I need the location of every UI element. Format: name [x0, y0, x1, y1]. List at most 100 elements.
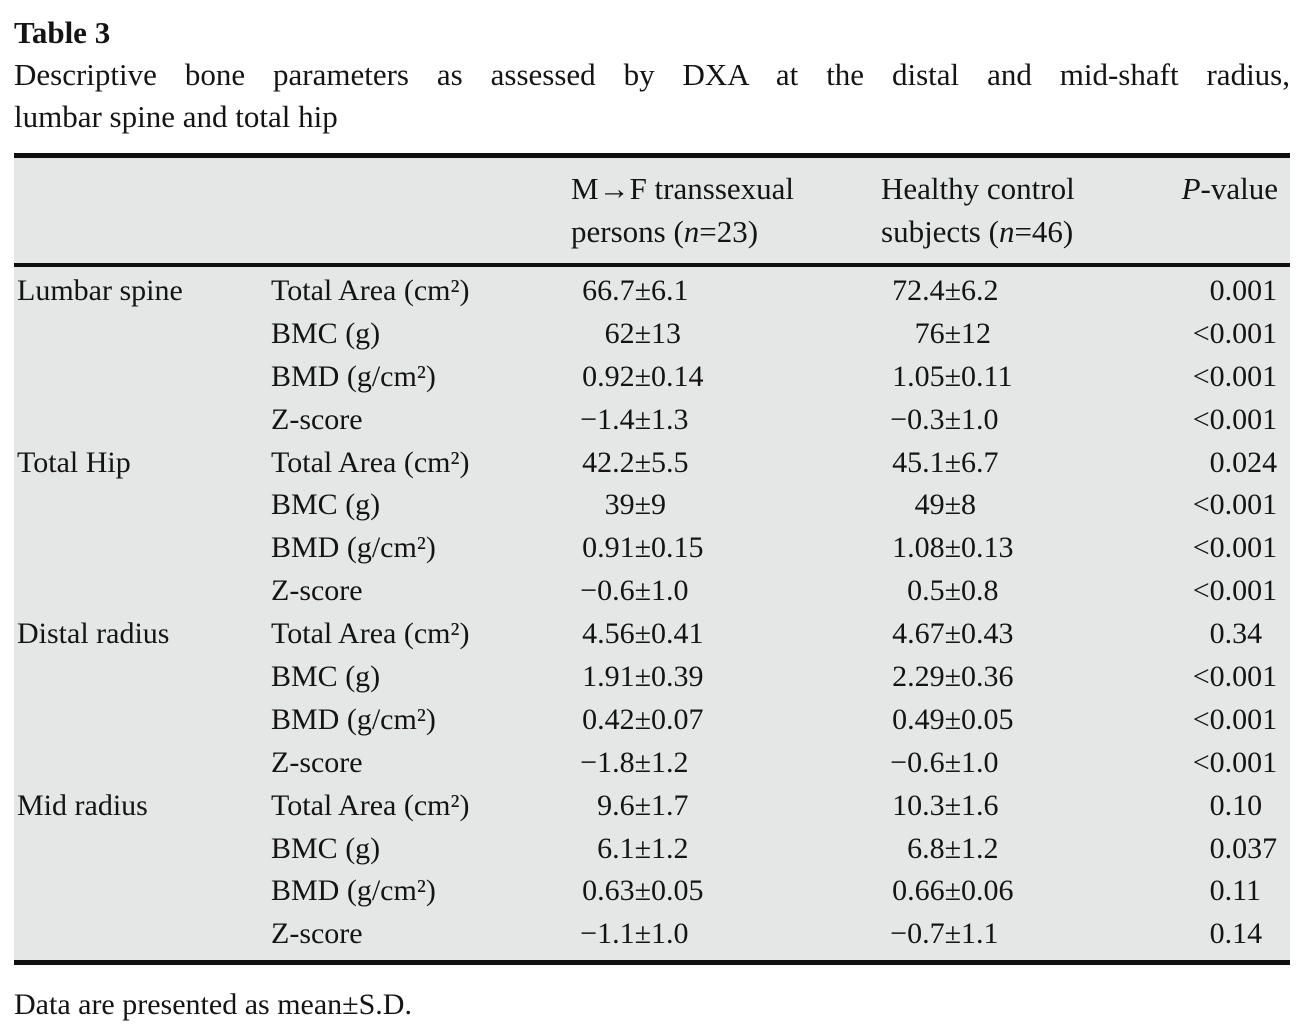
value-mean: 72.4	[892, 274, 945, 307]
value-mean: 1.08	[892, 531, 945, 565]
table-caption: Descriptive bone parameters as assessed …	[14, 54, 1290, 138]
mf-value: 66.7±6.1	[571, 270, 881, 313]
p-frac: .001	[1224, 702, 1278, 736]
table-footnote: Data are presented as mean±S.D.	[14, 988, 412, 1022]
p-frac: .14	[1224, 917, 1263, 951]
table-header-row: M→F transsexual persons (n=23) Healthy c…	[14, 158, 1290, 263]
control-value: 4.67±0.43	[881, 613, 1177, 656]
row-parameter: BMC (g)	[271, 316, 381, 350]
value-sd: ±1.2	[634, 745, 689, 779]
header-mf-line2: persons (n=23)	[571, 214, 759, 249]
p-value: <0.001	[1177, 570, 1290, 613]
value-sd: ±5.5	[634, 445, 689, 479]
value-sd: ±0.11	[944, 359, 1013, 393]
value-sd: ±1.7	[634, 788, 689, 822]
row-parameter: BMD (g/cm²)	[271, 702, 436, 736]
p-int: <0	[1192, 574, 1225, 608]
row-parameter: BMD (g/cm²)	[271, 359, 436, 393]
p-int: <0	[1192, 745, 1225, 779]
value-mean: 0.66	[892, 874, 945, 908]
value-mean: 39	[604, 488, 635, 522]
value-sd: ±0.41	[634, 617, 704, 651]
p-value: <0.001	[1177, 484, 1290, 527]
p-frac: .001	[1224, 274, 1278, 307]
value-sd: ±13	[634, 316, 682, 350]
p-value: <0.001	[1177, 656, 1290, 699]
table-row: BMC (g) 62±13 76±12 <0.001	[14, 313, 1290, 356]
p-int: 0	[1209, 788, 1225, 822]
mf-value: 1.91±0.39	[571, 656, 881, 699]
p-frac: .001	[1224, 660, 1278, 694]
mf-value: −0.6±1.0	[571, 570, 881, 613]
value-mean: −0.6	[580, 574, 635, 608]
value-sd: ±1.0	[634, 574, 689, 608]
value-mean: −1.4	[580, 402, 635, 436]
value-sd: ±0.36	[944, 660, 1014, 694]
bottom-rule	[14, 960, 1290, 966]
row-parameter: Z-score	[271, 574, 363, 608]
p-frac: .037	[1224, 831, 1278, 865]
row-group-label: Mid radius	[17, 788, 148, 822]
row-group-label	[14, 870, 270, 913]
p-frac: .001	[1224, 402, 1278, 436]
control-value: 0.66±0.06	[881, 870, 1177, 913]
row-parameter: BMC (g)	[271, 831, 381, 865]
table-row: BMD (g/cm²) 0.63±0.05 0.66±0.06 0.11	[14, 870, 1290, 913]
header-control-line1: Healthy control	[881, 171, 1075, 206]
p-value: <0.001	[1177, 313, 1290, 356]
row-group-label	[14, 527, 270, 570]
table-row: Z-score −1.4±1.3 −0.3±1.0 <0.001	[14, 399, 1290, 442]
p-value: 0.34	[1177, 613, 1290, 656]
p-value: <0.001	[1177, 742, 1290, 785]
p-frac: .024	[1224, 445, 1278, 479]
caption-line-2: lumbar spine and total hip	[14, 99, 338, 134]
value-sd: ±1.2	[944, 831, 999, 865]
value-mean: 4.56	[582, 617, 635, 651]
row-group-label	[14, 828, 270, 871]
p-value: <0.001	[1177, 356, 1290, 399]
control-value: 0.49±0.05	[881, 699, 1177, 742]
row-parameter: BMC (g)	[271, 488, 381, 522]
control-value: 0.5±0.8	[881, 570, 1177, 613]
p-int: <0	[1192, 402, 1225, 436]
header-mf-line1: M→F transsexual	[571, 171, 795, 206]
p-frac: .11	[1224, 874, 1261, 908]
table-body: Lumbar spine Total Area (cm²) 66.7±6.1 7…	[14, 267, 1290, 960]
table-title: Table 3	[14, 15, 111, 50]
value-mean: 0.63	[582, 874, 635, 908]
header-mf-group: M→F transsexual persons (n=23)	[571, 167, 881, 253]
control-value: −0.6±1.0	[881, 742, 1177, 785]
mf-value: 0.91±0.15	[571, 527, 881, 570]
row-parameter: Z-score	[271, 402, 363, 436]
value-mean: 42.2	[582, 445, 635, 479]
value-sd: ±1.2	[634, 831, 689, 865]
value-sd: ±1.1	[944, 917, 999, 951]
p-value: 0.024	[1177, 442, 1290, 485]
value-mean: 76	[914, 316, 945, 350]
row-group-label	[14, 742, 270, 785]
table-row: Z-score −1.1±1.0 −0.7±1.1 0.14	[14, 913, 1290, 956]
value-mean: 2.29	[892, 660, 945, 694]
value-mean: 10.3	[892, 788, 945, 822]
value-sd: ±1.6	[944, 788, 999, 822]
value-sd: ±1.0	[944, 402, 999, 436]
value-sd: ±9	[634, 488, 667, 522]
value-sd: ±0.8	[944, 574, 999, 608]
value-sd: ±6.1	[634, 274, 689, 307]
p-int: 0	[1209, 917, 1225, 951]
value-mean: 66.7	[582, 274, 635, 307]
row-parameter: Total Area (cm²)	[271, 788, 470, 822]
table-row: Lumbar spine Total Area (cm²) 66.7±6.1 7…	[14, 270, 1290, 313]
p-int: 0	[1209, 617, 1225, 651]
value-mean: 0.91	[582, 531, 635, 565]
value-mean: −0.7	[890, 917, 945, 951]
value-sd: ±8	[944, 488, 977, 522]
mf-value: 9.6±1.7	[571, 785, 881, 828]
value-sd: ±1.3	[634, 402, 689, 436]
row-group-label	[14, 356, 270, 399]
value-mean: 1.91	[582, 660, 635, 694]
p-int: 0	[1209, 831, 1225, 865]
value-mean: 0.92	[582, 359, 635, 393]
p-frac: .001	[1224, 531, 1278, 565]
